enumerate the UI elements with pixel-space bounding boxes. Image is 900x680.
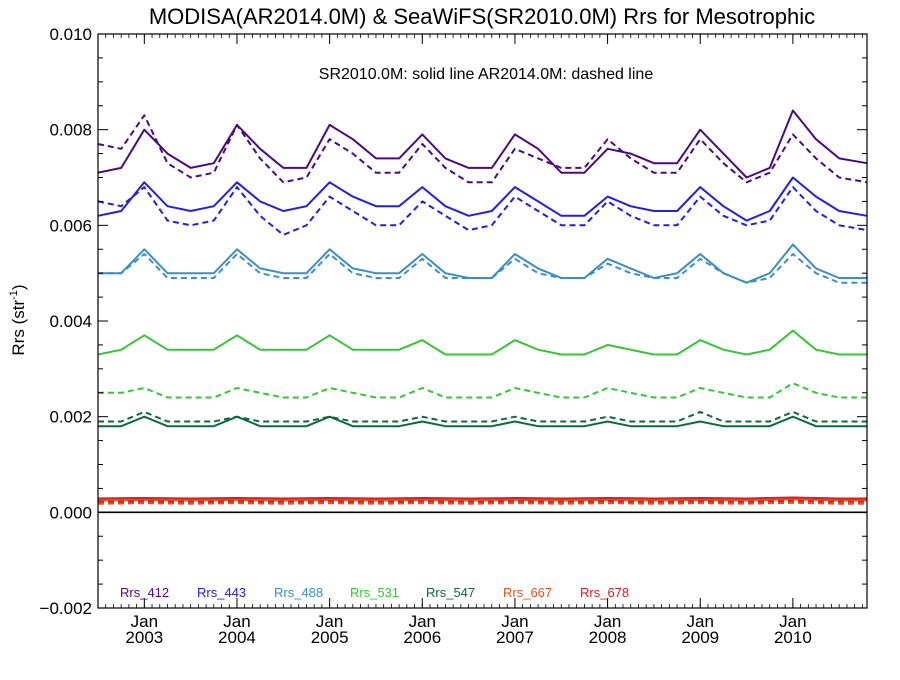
series-line-rrs-531-dashed [98,382,867,399]
x-tick-month-label: Jan [409,612,436,631]
x-tick-year-label: 2006 [403,628,441,647]
series-line-rrs-531-solid [97,329,867,356]
x-tick-month-label: Jan [687,612,714,631]
y-tick-label: 0.008 [49,121,92,140]
y-tick-label: 0.002 [49,408,92,427]
y-tick-label: 0.010 [49,25,92,44]
series-line-rrs-678-solid [97,496,867,500]
series-line-rrs-488-dashed [98,253,867,284]
y-axis-label: Rrs (str-1) [8,284,28,355]
x-tick-year-label: 2009 [681,628,719,647]
x-tick-year-label: 2007 [496,628,534,647]
series-line-rrs-488-solid [98,243,867,284]
series-line-rrs-412-solid [97,109,868,179]
x-tick-year-label: 2005 [311,628,349,647]
legend-item-rrs-531: Rrs_531 [350,585,399,600]
y-tick-label: −0.002 [40,599,92,618]
legend-item-rrs-678: Rrs_678 [580,585,629,600]
x-tick-year-label: 2004 [218,628,256,647]
x-tick-month-label: Jan [779,612,806,631]
series-line-rrs-678-dashed [97,499,867,503]
legend-item-rrs-412: Rrs_412 [120,585,169,600]
x-tick-month-label: Jan [316,612,343,631]
series-line-rrs-667-solid [97,498,867,502]
series-line-rrs-443-solid [97,176,868,222]
x-tick-month-label: Jan [594,612,621,631]
x-tick-year-label: 2003 [125,628,163,647]
legend-item-rrs-547: Rrs_547 [426,585,475,600]
series-line-rrs-443-dashed [97,186,868,236]
y-axis-label-tail: ) [9,284,28,290]
y-tick-label: 0.000 [49,503,92,522]
y-tick-label: 0.006 [49,216,92,235]
series-line-rrs-547-solid [98,415,867,428]
series-line-rrs-667-dashed [97,501,867,505]
chart-title: MODISA(AR2014.0M) & SeaWiFS(SR2010.0M) R… [149,4,815,29]
x-tick-year-label: 2008 [589,628,627,647]
x-tick-year-label: 2010 [774,628,812,647]
plot-area: −0.0020.0000.0020.0040.0060.0080.010Jan2… [40,25,868,647]
y-axis-label-sup: -1 [8,290,20,300]
series-line-rrs-547-dashed [98,410,867,423]
plot-frame [97,33,868,609]
x-tick-month-label: Jan [131,612,158,631]
legend-item-rrs-488: Rrs_488 [274,585,323,600]
x-tick-month-label: Jan [501,612,528,631]
legend-item-rrs-667: Rrs_667 [503,585,552,600]
x-tick-month-label: Jan [223,612,250,631]
series-line-rrs-412-dashed [97,114,868,184]
legend-item-rrs-443: Rrs_443 [197,585,246,600]
y-axis-label-text: Rrs (str [9,300,28,356]
y-tick-label: 0.004 [49,312,92,331]
line-style-annotation: SR2010.0M: solid line AR2014.0M: dashed … [319,66,654,83]
